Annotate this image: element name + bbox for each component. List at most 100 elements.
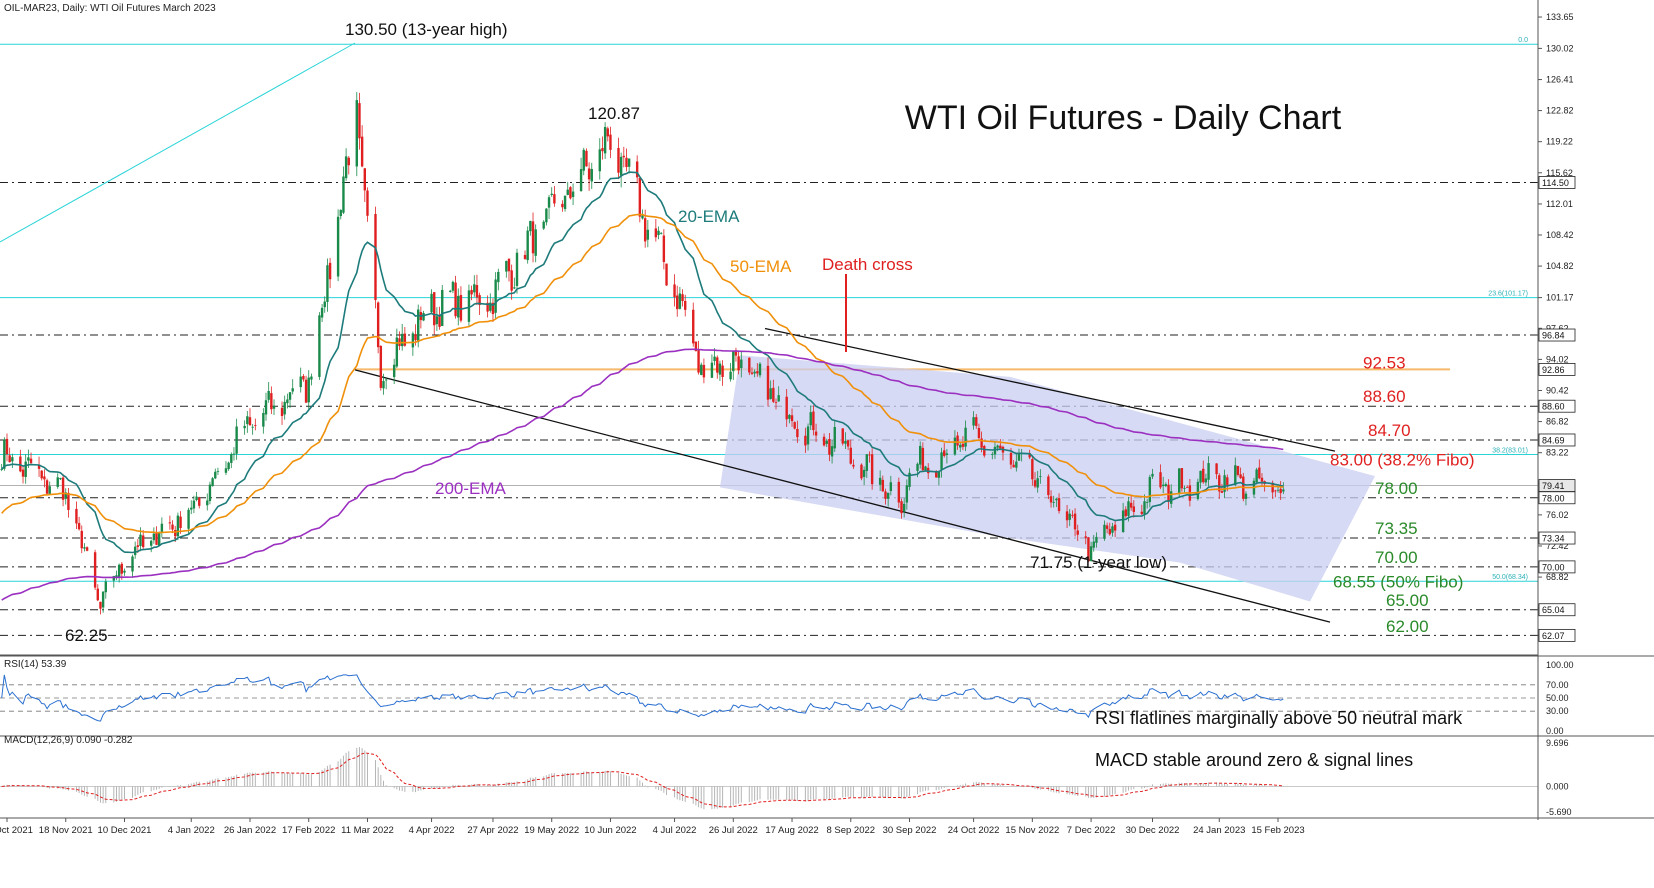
candle-body: [1274, 490, 1277, 492]
candle-body: [411, 333, 415, 348]
candle-body: [454, 282, 457, 317]
candle-body: [24, 461, 27, 477]
candle-body: [862, 469, 866, 477]
price-tag: [1538, 491, 1576, 505]
candle-body: [884, 491, 887, 499]
candle-body: [1183, 487, 1186, 489]
candle-body: [1164, 484, 1168, 487]
candle-body: [964, 427, 967, 447]
channel-lower-line: [354, 369, 1331, 623]
candle-body: [1178, 468, 1181, 494]
candle-body: [187, 509, 190, 529]
candle-body: [1148, 477, 1152, 503]
annotations: 130.50 (13-year high) 120.87 62.25 71.75 (1…: [65, 20, 1167, 645]
fib-label: 50.0(68.34): [1492, 574, 1528, 581]
channel-upper-line: [764, 327, 1336, 452]
chart-title: WTI Oil Futures - Daily Chart: [905, 99, 1342, 137]
candle-body: [376, 302, 380, 348]
candle-body: [729, 371, 732, 380]
candle-body: [809, 412, 812, 426]
candle-body: [384, 379, 388, 381]
candle-body: [291, 388, 294, 392]
candle-body: [937, 470, 941, 478]
macd-panel: 9.696 0.000 -5.690: [0, 738, 1572, 817]
price-tick-label: 119.22: [1546, 137, 1573, 147]
candle-body: [120, 563, 124, 574]
candle-body: [85, 547, 89, 551]
candle-body: [11, 457, 14, 462]
candle-body: [93, 552, 97, 588]
candle-body: [59, 478, 62, 480]
candle-body: [366, 190, 369, 216]
price-tag: [1538, 433, 1576, 447]
time-tick-label: 10 Dec 2021: [98, 825, 152, 836]
price-tag-label: 78.00: [1542, 493, 1565, 503]
candle-body: [718, 363, 722, 375]
candle-body: [579, 169, 583, 192]
candle-body: [67, 492, 70, 510]
candle-body: [659, 232, 663, 234]
candle-body: [902, 503, 906, 512]
candle-body: [288, 392, 292, 400]
candle-body: [246, 416, 249, 425]
candle-body: [1121, 510, 1125, 533]
candle-body: [40, 470, 43, 479]
time-tick-label: 15 Nov 2022: [1005, 825, 1059, 836]
candle-body: [1271, 482, 1274, 493]
candle-body: [29, 458, 33, 464]
time-tick-label: 24 Jan 2023: [1193, 825, 1245, 836]
candle-body: [870, 454, 874, 485]
candle-body: [1151, 473, 1154, 477]
candle-body: [790, 415, 794, 422]
candle-body: [56, 477, 59, 487]
candle-body: [897, 481, 901, 503]
candle-body: [702, 364, 706, 378]
price-tick-label: 90.42: [1546, 385, 1569, 395]
time-tick-label: 8 Sep 2022: [826, 825, 875, 836]
time-tick-label: 10 Jun 2022: [584, 825, 636, 836]
candle-body: [422, 313, 425, 321]
time-tick-label: 7 Dec 2022: [1067, 825, 1116, 836]
candle-body: [796, 428, 799, 438]
price-tick-label: 115.62: [1546, 168, 1573, 178]
candle-body: [710, 362, 714, 378]
candle-body: [131, 556, 134, 572]
candle-body: [1028, 453, 1031, 458]
fib-diagonal: [0, 42, 356, 243]
candle-body: [438, 315, 441, 327]
candle-body: [1031, 459, 1034, 480]
candle-body: [1127, 501, 1130, 516]
macd-label: MACD(12,26,9) 0.090 -0.282: [4, 735, 133, 746]
candle-body: [1039, 476, 1042, 477]
price-tag-label: 96.84: [1542, 331, 1565, 341]
candle-body: [635, 161, 639, 178]
candle-body: [283, 401, 286, 415]
price-tag-label: 73.34: [1542, 534, 1565, 544]
candle-body: [494, 279, 497, 313]
price-tag-label: 114.50: [1542, 178, 1569, 188]
rsi-tick-label: 30.00: [1546, 706, 1569, 716]
candle-body: [214, 471, 217, 479]
candle-body: [1167, 484, 1170, 502]
candle-body: [1199, 470, 1202, 483]
candle-body: [627, 158, 631, 167]
candle-body: [1244, 493, 1248, 499]
candle-body: [734, 350, 738, 356]
rsi-line: [1, 674, 1284, 722]
candle-body: [123, 570, 126, 573]
candle-body: [852, 464, 855, 467]
candle-body: [1129, 502, 1133, 508]
level-label: 83.00 (38.2% Fibo): [1330, 451, 1475, 470]
time-tick-label: 26 Jul 2022: [709, 825, 758, 836]
price-tag: [1538, 603, 1576, 617]
candle-body: [713, 356, 716, 362]
candle-body: [961, 443, 965, 447]
candle-body: [643, 218, 647, 242]
price-tick-label: 112.01: [1546, 199, 1573, 209]
candle-body: [956, 435, 959, 446]
candle-body: [115, 575, 118, 578]
candle-body: [190, 507, 193, 510]
candle-body: [788, 415, 791, 419]
time-tick-label: 11 Mar 2022: [341, 825, 394, 836]
candle-body: [75, 508, 78, 524]
